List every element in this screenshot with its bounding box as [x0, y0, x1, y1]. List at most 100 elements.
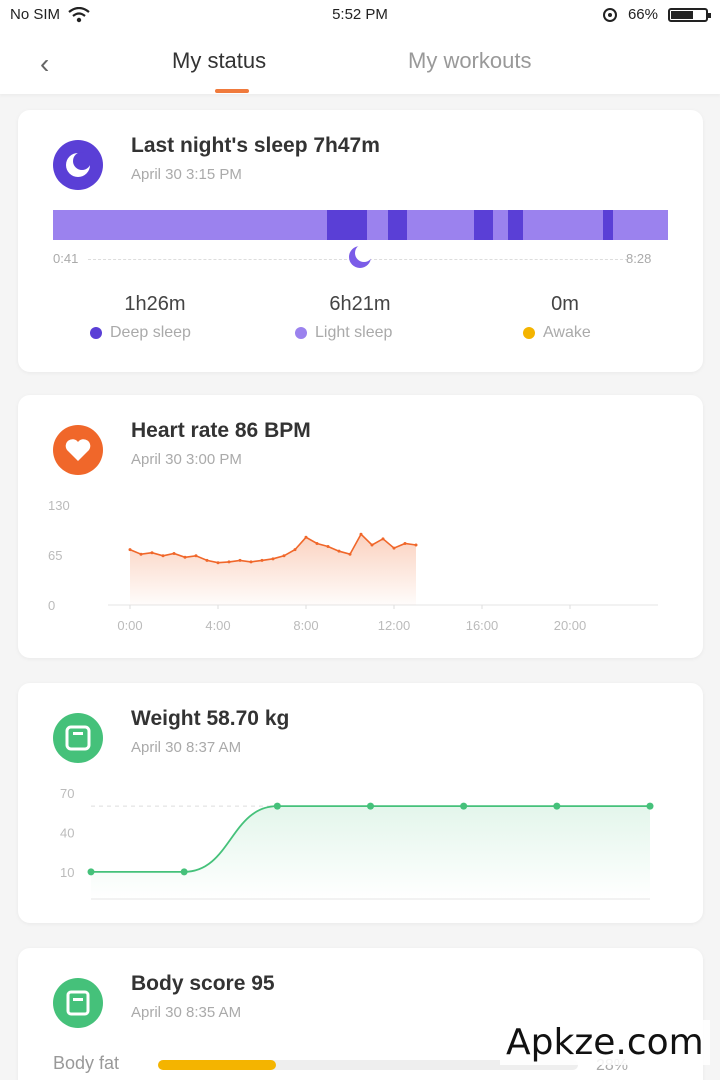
deep-sleep-legend: Deep sleep — [90, 324, 191, 342]
carrier-label: No SIM — [10, 6, 61, 23]
wifi-icon — [68, 6, 90, 22]
heart-rate-chart: 130 65 0 0:00 4:00 8:00 12:00 16:00 20:00 — [48, 498, 658, 633]
heart-rate-point — [172, 551, 176, 555]
body-score-timestamp: April 30 8:35 AM — [131, 1004, 242, 1021]
heart-rate-point — [315, 541, 319, 545]
weight-point — [87, 868, 95, 876]
tab-my-status[interactable]: My status — [172, 48, 267, 73]
weight-point — [180, 868, 188, 876]
x-tick-label: 4:00 — [205, 618, 230, 633]
heart-rate-point — [128, 548, 132, 552]
heart-rate-point — [194, 554, 198, 558]
heart-rate-point — [403, 541, 407, 545]
heart-rate-point — [414, 543, 418, 547]
light-sleep-dot — [295, 327, 307, 339]
back-arrow-icon[interactable]: ‹ — [40, 48, 50, 79]
heart-rate-point — [161, 554, 165, 558]
deep-sleep-segment — [326, 210, 367, 240]
tab-header: ‹ My status My workouts — [0, 30, 720, 94]
sleep-timeline-bar — [53, 210, 668, 240]
heart-rate-point — [216, 561, 220, 565]
heart-rate-point — [326, 545, 330, 549]
heart-rate-point — [150, 551, 154, 555]
heart-rate-title: Heart rate 86 BPM — [131, 419, 311, 442]
heart-rate-point — [238, 558, 242, 562]
y-tick-label: 65 — [48, 548, 62, 563]
heart-icon — [53, 425, 103, 475]
body-fat-bar-fill — [158, 1060, 276, 1070]
deep-sleep-segment — [388, 210, 407, 240]
body-score-icon — [53, 978, 103, 1028]
awake-legend: Awake — [523, 324, 591, 342]
heart-rate-point — [370, 543, 374, 547]
battery-percent: 66% — [627, 6, 658, 23]
heart-rate-card[interactable]: Heart rate 86 BPM April 30 3:00 PM 130 65… — [18, 395, 703, 658]
weight-point — [460, 802, 468, 810]
deep-sleep-label: Deep sleep — [110, 324, 191, 341]
sleep-moon-icon — [349, 244, 373, 268]
deep-sleep-segment — [474, 210, 493, 240]
sleep-end-time: 8:28 — [626, 251, 652, 266]
heart-rate-point — [139, 552, 143, 556]
y-tick-label: 10 — [60, 865, 74, 880]
heart-rate-point — [227, 560, 231, 564]
deep-sleep-value: 1h26m — [124, 293, 186, 315]
x-tick-label: 8:00 — [293, 618, 318, 633]
heart-rate-point — [304, 535, 308, 539]
awake-label: Awake — [543, 324, 591, 341]
heart-rate-point — [392, 546, 396, 550]
active-tab-indicator — [215, 89, 249, 93]
weight-title: Weight 58.70 kg — [131, 707, 290, 730]
x-tick-label: 20:00 — [554, 618, 587, 633]
sleep-card[interactable]: Last night's sleep 7h47m April 30 3:15 P… — [18, 110, 703, 372]
weight-chart: 70 40 10 — [60, 786, 654, 900]
heart-rate-point — [381, 537, 385, 541]
heart-rate-area — [130, 534, 416, 605]
weight-area — [91, 806, 650, 899]
heart-rate-point — [359, 532, 363, 536]
x-tick-label: 16:00 — [466, 618, 499, 633]
sleep-title: Last night's sleep 7h47m — [131, 134, 380, 157]
status-bar: No SIM 5:52 PM 66% — [0, 0, 720, 30]
weight-card[interactable]: Weight 58.70 kg April 30 8:37 AM 70 40 10 — [18, 683, 703, 923]
scale-icon — [53, 713, 103, 763]
heart-rate-point — [293, 548, 297, 552]
heart-rate-point — [271, 557, 275, 561]
tab-my-workouts[interactable]: My workouts — [408, 48, 532, 73]
sleep-start-time: 0:41 — [53, 251, 79, 266]
weight-timestamp: April 30 8:37 AM — [131, 739, 242, 756]
heart-rate-point — [249, 560, 253, 564]
y-tick-label: 0 — [48, 598, 55, 613]
deep-sleep-segment — [508, 210, 524, 240]
y-tick-label: 40 — [60, 825, 74, 840]
awake-value: 0m — [551, 293, 579, 315]
heart-rate-point — [205, 558, 209, 562]
heart-rate-timestamp: April 30 3:00 PM — [131, 451, 242, 468]
body-fat-label: Body fat — [53, 1053, 120, 1073]
x-tick-label: 12:00 — [378, 618, 411, 633]
heart-rate-point — [282, 554, 286, 558]
weight-point — [553, 802, 561, 810]
moon-icon — [53, 140, 103, 190]
alarm-icon — [602, 7, 617, 22]
sleep-timestamp: April 30 3:15 PM — [131, 166, 242, 183]
y-tick-label: 130 — [48, 498, 70, 513]
body-score-title: Body score 95 — [131, 972, 275, 995]
deep-sleep-segment — [603, 210, 613, 240]
awake-dot — [523, 327, 535, 339]
watermark: Apkze.com — [500, 1020, 710, 1065]
y-tick-label: 70 — [60, 786, 74, 801]
heart-rate-point — [348, 552, 352, 556]
heart-rate-point — [183, 555, 187, 559]
body-fat-bar — [158, 1060, 578, 1070]
heart-rate-point — [260, 558, 264, 562]
weight-point — [273, 802, 281, 810]
battery-icon — [668, 7, 711, 22]
weight-point — [646, 802, 654, 810]
light-sleep-value: 6h21m — [329, 293, 391, 315]
light-sleep-label: Light sleep — [315, 324, 393, 341]
light-sleep-legend: Light sleep — [295, 324, 392, 342]
status-time: 5:52 PM — [332, 6, 388, 23]
weight-point — [367, 802, 374, 810]
deep-sleep-dot — [90, 327, 102, 339]
